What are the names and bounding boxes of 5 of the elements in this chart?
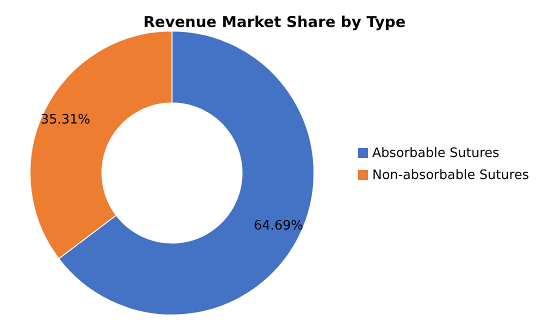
data-label: 64.69% [254, 218, 304, 234]
chart-title: Revenue Market Share by Type [142, 13, 407, 31]
data-label: 35.31% [40, 112, 90, 128]
legend-label: Non-absorbable Sutures [372, 168, 529, 183]
legend-label: Absorbable Sutures [372, 146, 500, 161]
